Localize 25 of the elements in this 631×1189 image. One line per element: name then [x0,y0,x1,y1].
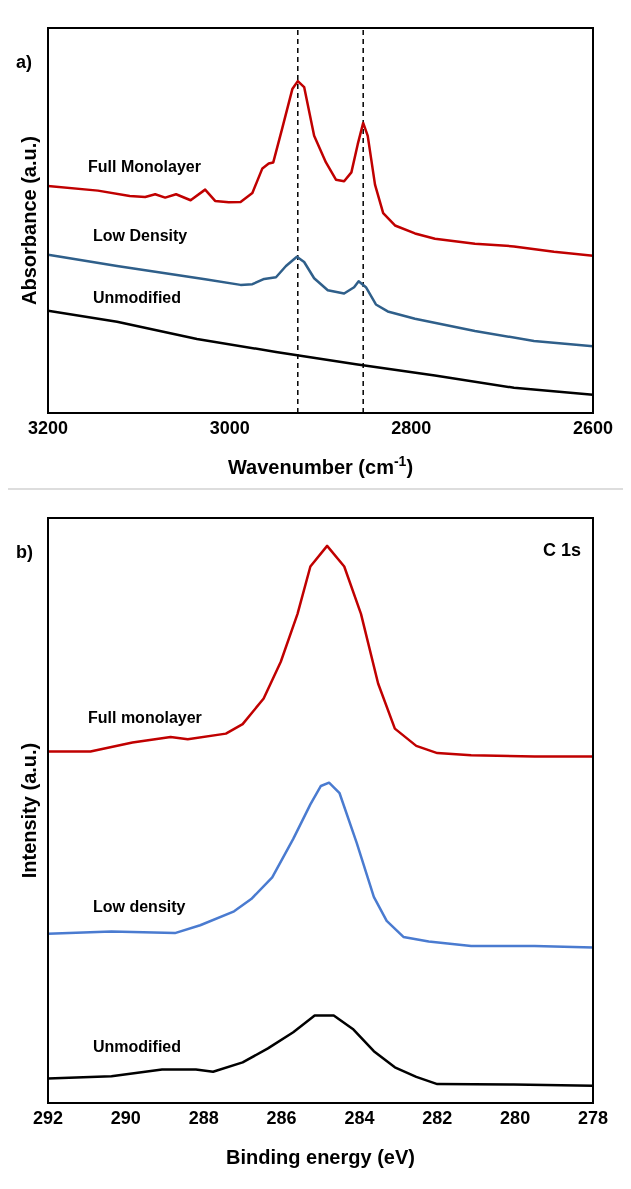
series-label: Full Monolayer [88,157,201,175]
x-tick-label: 3000 [209,417,250,438]
x-tick-label: 284 [344,1107,375,1128]
series-label: Full monolayer [88,709,202,727]
series-label: Low density [93,897,186,915]
annotation: C 1s [542,540,581,560]
x-tick-label: 286 [266,1107,297,1128]
series-label: Unmodified [93,1038,181,1056]
x-axis-title: Binding energy (eV) [226,1146,415,1168]
x-tick-label: 2800 [391,417,432,438]
x-axis-title: Wavenumber (cm$^{-1}$) [227,453,414,478]
x-tick-label: 3200 [27,417,69,438]
x-tick-label: 290 [110,1107,141,1128]
text: b) [16,542,33,562]
x-tick-label: 288 [188,1107,219,1128]
x-tick-label: 292 [32,1107,64,1128]
x-tick-label: 278 [577,1107,609,1128]
x-tick-label: 280 [500,1107,531,1128]
x-tick-label: 2600 [572,417,614,438]
series-label: Low Density [93,226,188,244]
text: a) [16,52,33,72]
x-tick-label: 282 [422,1107,453,1128]
y-axis-title: Absorbance (a.u.) [18,136,40,305]
y-axis-title: Intensity (a.u.) [18,742,40,879]
series-label: Unmodified [93,288,181,306]
